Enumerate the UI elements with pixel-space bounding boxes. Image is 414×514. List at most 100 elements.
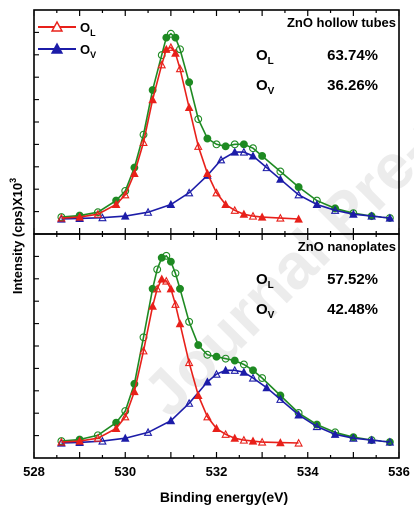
data-point [221,354,230,363]
data-point [330,205,340,214]
data-point [212,369,221,378]
annotation-label: OL [256,271,274,291]
annotation-value: 63.74% [327,47,378,64]
ov-series [57,365,395,447]
annotation-label-sub: L [268,56,274,67]
annotation-label-sub: L [268,280,274,291]
data-point [385,437,395,446]
data-point [258,374,267,382]
data-point [157,60,167,69]
data-point [175,64,185,73]
data-point [276,174,285,183]
data-point [276,394,285,403]
data-point [75,212,84,221]
data-point [184,398,194,407]
data-point [166,42,176,51]
annotation-value: 42.48% [327,301,378,318]
legend-label-main: O [80,20,90,35]
data-point [248,211,258,220]
data-point [221,365,230,374]
data-point [171,269,180,278]
data-point [216,155,226,164]
data-point [162,33,171,42]
data-point [184,102,194,112]
data-point [312,421,322,431]
data-point [230,356,239,365]
annotation-label-main: O [256,301,268,318]
data-point [239,147,249,156]
panel-title: ZnO hollow tubes [287,15,396,30]
series-line [61,151,390,220]
legend-entry: OV [38,42,96,60]
x-tick-label: 532 [206,464,228,479]
annotation-label-main: O [256,271,268,288]
data-point [139,137,148,146]
data-point [166,284,176,293]
data-point [166,257,175,266]
data-point [203,168,212,177]
series-line [61,46,299,220]
y-axis-label-text: Intensity (cps)X10 [10,183,25,294]
legend-label-sub: V [90,50,96,60]
data-point [130,168,139,177]
data-point [139,346,148,355]
data-point [185,317,194,326]
data-point [157,274,167,283]
data-point [212,423,221,433]
data-point [385,213,395,222]
annotation-label-main: O [256,47,268,64]
ol-series [57,42,303,223]
x-tick-label: 530 [114,464,136,479]
data-point [166,199,176,209]
data-point [257,212,267,221]
data-point [120,433,130,442]
data-point [294,214,303,223]
data-point [367,211,376,220]
panel-title: ZnO nanoplates [298,239,396,254]
data-point [120,190,130,199]
data-point [221,199,230,209]
data-point [330,429,340,438]
data-point [176,45,184,54]
data-point [171,48,180,57]
legend: OL OV [38,20,96,60]
data-point [312,199,322,209]
data-point [294,190,303,199]
data-point [203,134,212,143]
annotation-label: OV [256,301,275,321]
data-point [184,188,194,197]
ol-series [57,274,303,447]
data-point [111,423,121,433]
data-point [276,438,285,447]
legend-marker [50,20,64,32]
data-point [230,147,240,156]
data-point [212,188,221,197]
data-point [166,416,176,425]
data-point [57,213,66,222]
data-point [193,390,203,400]
data-point [349,433,358,442]
data-point [294,410,303,419]
annotation-label: OV [256,77,275,97]
data-point [120,412,130,421]
data-point [249,366,257,375]
legend-label-sub: L [90,28,96,38]
data-point [239,209,249,218]
data-point [212,352,221,361]
data-point [239,435,249,444]
data-point [367,435,376,444]
x-axis-label: Binding energy(eV) [160,489,288,505]
data-point [276,213,285,222]
data-point [171,33,180,42]
y-axis-label-sup: 3 [8,178,18,183]
data-point [161,276,171,285]
data-point [185,78,194,87]
data-point [194,115,203,124]
data-point [130,387,139,396]
data-point [248,436,258,445]
annotation-label-sub: V [268,310,275,321]
data-point [230,205,240,214]
